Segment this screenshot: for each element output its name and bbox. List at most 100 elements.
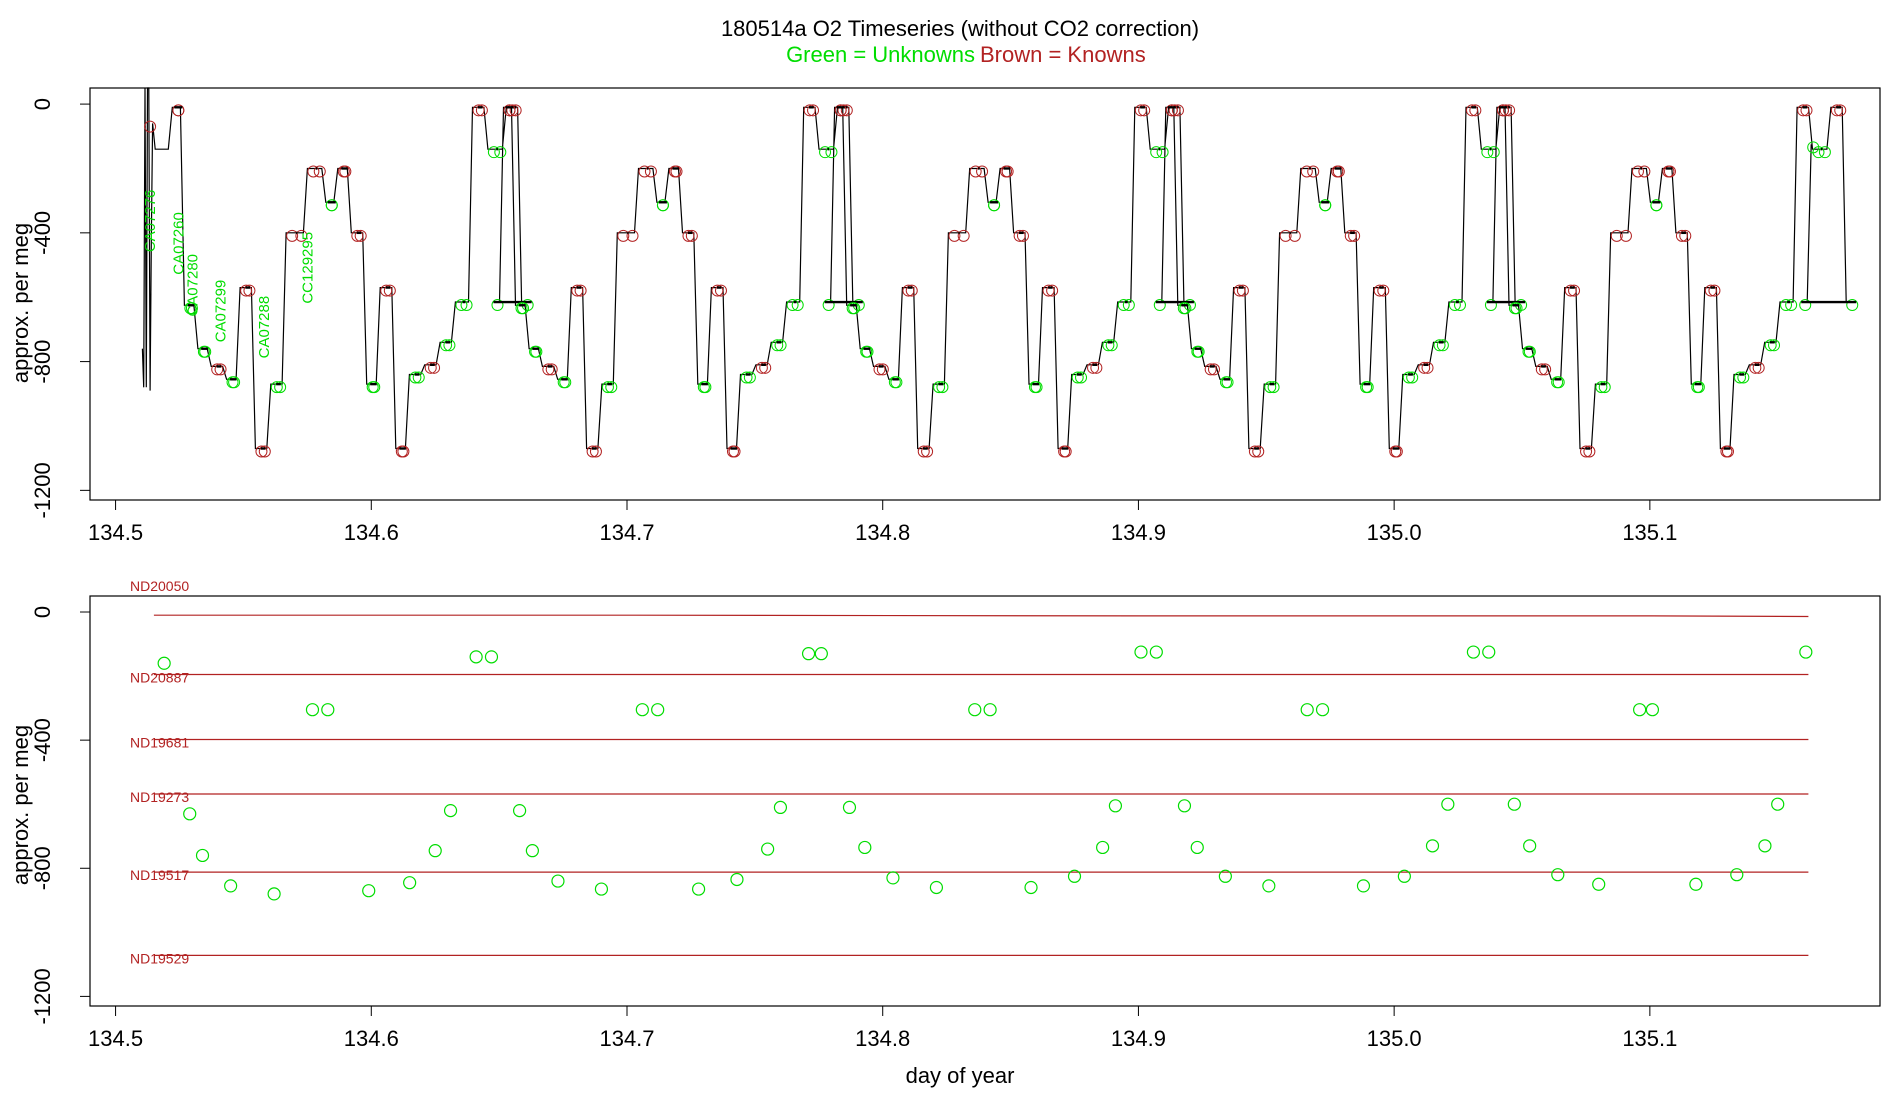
unknown-marker <box>368 381 381 394</box>
known-marker <box>902 284 915 297</box>
unknown-point <box>1441 797 1455 811</box>
unknown-marker <box>443 339 456 352</box>
known-marker <box>172 104 185 117</box>
unknown-marker <box>1406 371 1419 384</box>
unknown-marker <box>1487 146 1500 159</box>
unknown-marker <box>656 199 669 212</box>
unknown-marker <box>1780 299 1793 312</box>
unknown-point <box>1645 703 1660 717</box>
unknown-point <box>1356 879 1371 893</box>
unknown-marker <box>270 381 283 394</box>
x-tick-label: 134.7 <box>599 520 654 545</box>
known-marker <box>755 361 768 374</box>
bottom-y-axis-label: approx. per meg <box>8 725 33 885</box>
known-marker <box>1499 104 1512 117</box>
tank-annotation: CA07260 <box>170 212 187 275</box>
bottom-panel: 134.5 134.6 134.7 134.8 134.9 135.0 135.1 0 -400… <box>30 578 1881 1051</box>
known-marker <box>1797 104 1810 117</box>
top-y-axis-label: approx. per meg <box>8 223 33 383</box>
known-marker <box>803 104 816 117</box>
known-marker <box>1300 165 1313 178</box>
known-marker <box>1236 284 1249 297</box>
known-marker <box>1800 104 1813 117</box>
known-marker <box>873 363 886 376</box>
unknown-marker <box>743 371 756 384</box>
unknown-point <box>224 879 238 893</box>
unknown-marker <box>1221 376 1234 389</box>
y-tick-label: -400 <box>30 211 55 255</box>
known-marker <box>1704 284 1717 297</box>
known-marker <box>711 284 724 297</box>
unknown-marker <box>1523 345 1536 358</box>
unknown-marker <box>933 381 946 394</box>
chart-title: 180514a O2 Timeseries (without CO2 corre… <box>721 16 1199 41</box>
unknown-point <box>1190 840 1204 855</box>
subtitle-unknowns: Green = Unknowns <box>786 42 975 67</box>
known-marker <box>948 229 961 242</box>
reference-line-label: ND19529 <box>130 950 189 966</box>
unknown-marker <box>487 146 500 159</box>
unknown-marker <box>786 299 799 312</box>
unknown-point <box>1799 645 1813 659</box>
unknown-marker <box>185 302 198 315</box>
known-marker <box>837 104 850 117</box>
known-marker <box>759 361 772 374</box>
known-marker <box>1016 229 1029 242</box>
unknown-point <box>814 647 828 661</box>
unknown-marker <box>890 376 903 389</box>
known-marker <box>1204 363 1217 376</box>
unknown-point <box>1771 797 1785 811</box>
unknown-marker <box>1733 371 1746 384</box>
unknown-point <box>730 872 744 887</box>
unknown-marker <box>771 339 784 352</box>
known-marker <box>1679 229 1692 242</box>
unknown-point <box>195 848 210 863</box>
x-tick-label: 134.6 <box>344 520 399 545</box>
o2-trace-line <box>141 87 1847 450</box>
x-tick-label: 134.5 <box>88 520 143 545</box>
plot-frame <box>89 87 1881 501</box>
subtitle-knowns: Brown = Knowns <box>980 42 1146 67</box>
unknown-marker <box>455 299 468 312</box>
unknown-marker <box>601 381 614 394</box>
known-marker <box>1307 165 1320 178</box>
unknown-point <box>1482 645 1496 659</box>
known-marker <box>255 445 268 458</box>
unknown-marker <box>825 146 838 159</box>
unknown-marker <box>1150 146 1163 159</box>
known-marker <box>144 120 157 133</box>
unknown-marker <box>740 371 753 384</box>
unknown-marker <box>1030 381 1043 394</box>
known-marker <box>957 229 970 242</box>
unknown-point <box>761 842 775 856</box>
known-marker <box>807 104 820 117</box>
unknown-point <box>469 650 483 664</box>
known-marker <box>1469 104 1482 117</box>
known-marker <box>1390 445 1403 458</box>
unknown-point <box>1466 645 1481 659</box>
known-marker <box>240 284 253 297</box>
unknown-point <box>773 800 788 815</box>
x-tick-label: 135.1 <box>1622 1026 1677 1051</box>
known-marker <box>1830 104 1843 117</box>
known-marker <box>1503 104 1516 117</box>
unknown-point <box>858 840 872 855</box>
unknown-point <box>635 703 649 717</box>
known-marker <box>1619 229 1632 242</box>
known-marker <box>1610 229 1623 242</box>
known-marker <box>1087 361 1100 374</box>
unknown-point <box>1689 877 1703 891</box>
unknown-marker <box>1692 381 1705 394</box>
known-marker <box>354 229 367 242</box>
known-marker <box>503 104 516 117</box>
known-marker <box>1001 165 1014 178</box>
unknown-marker <box>1153 299 1166 312</box>
unknown-point <box>183 807 197 821</box>
known-marker <box>682 229 695 242</box>
unknown-point <box>551 874 565 888</box>
y-tick-label: -800 <box>30 340 55 384</box>
unknown-marker <box>1764 339 1777 352</box>
known-marker <box>1675 229 1688 242</box>
tank-annotation: CC129295 <box>299 232 316 304</box>
y-tick-label: -1200 <box>30 462 55 518</box>
